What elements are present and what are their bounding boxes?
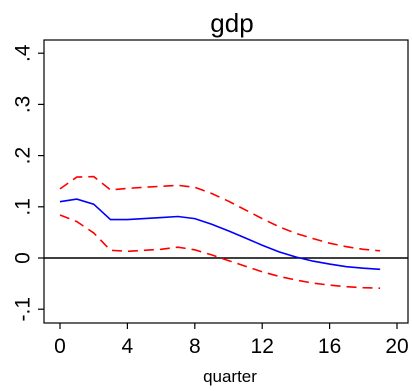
y-axis: -.1 0 .1 .2 .3 .4 <box>12 44 44 321</box>
series-line-upper-band <box>59 175 381 252</box>
series-line-estimate <box>59 198 381 271</box>
x-tick-label: 16 <box>318 335 341 358</box>
x-tick-label: 20 <box>385 335 408 358</box>
x-tick-label: 12 <box>251 335 274 358</box>
y-tick-label: .4 <box>12 44 35 62</box>
x-axis: 0 4 8 12 16 20 <box>54 323 409 358</box>
chart-title: gdp <box>210 8 253 38</box>
x-axis-label: quarter <box>203 367 257 386</box>
x-tick-label: 0 <box>54 335 66 358</box>
x-tick-label: 8 <box>189 335 201 358</box>
y-tick-label: .1 <box>12 198 35 216</box>
y-tick-label: -.1 <box>12 297 35 322</box>
y-tick-label: 0 <box>12 252 35 264</box>
series-line-lower-band <box>59 214 381 289</box>
plot-frame <box>43 39 409 324</box>
series-layer <box>59 175 381 289</box>
y-tick-label: .3 <box>12 96 35 114</box>
x-tick-label: 4 <box>122 335 134 358</box>
y-tick-label: .2 <box>12 147 35 165</box>
